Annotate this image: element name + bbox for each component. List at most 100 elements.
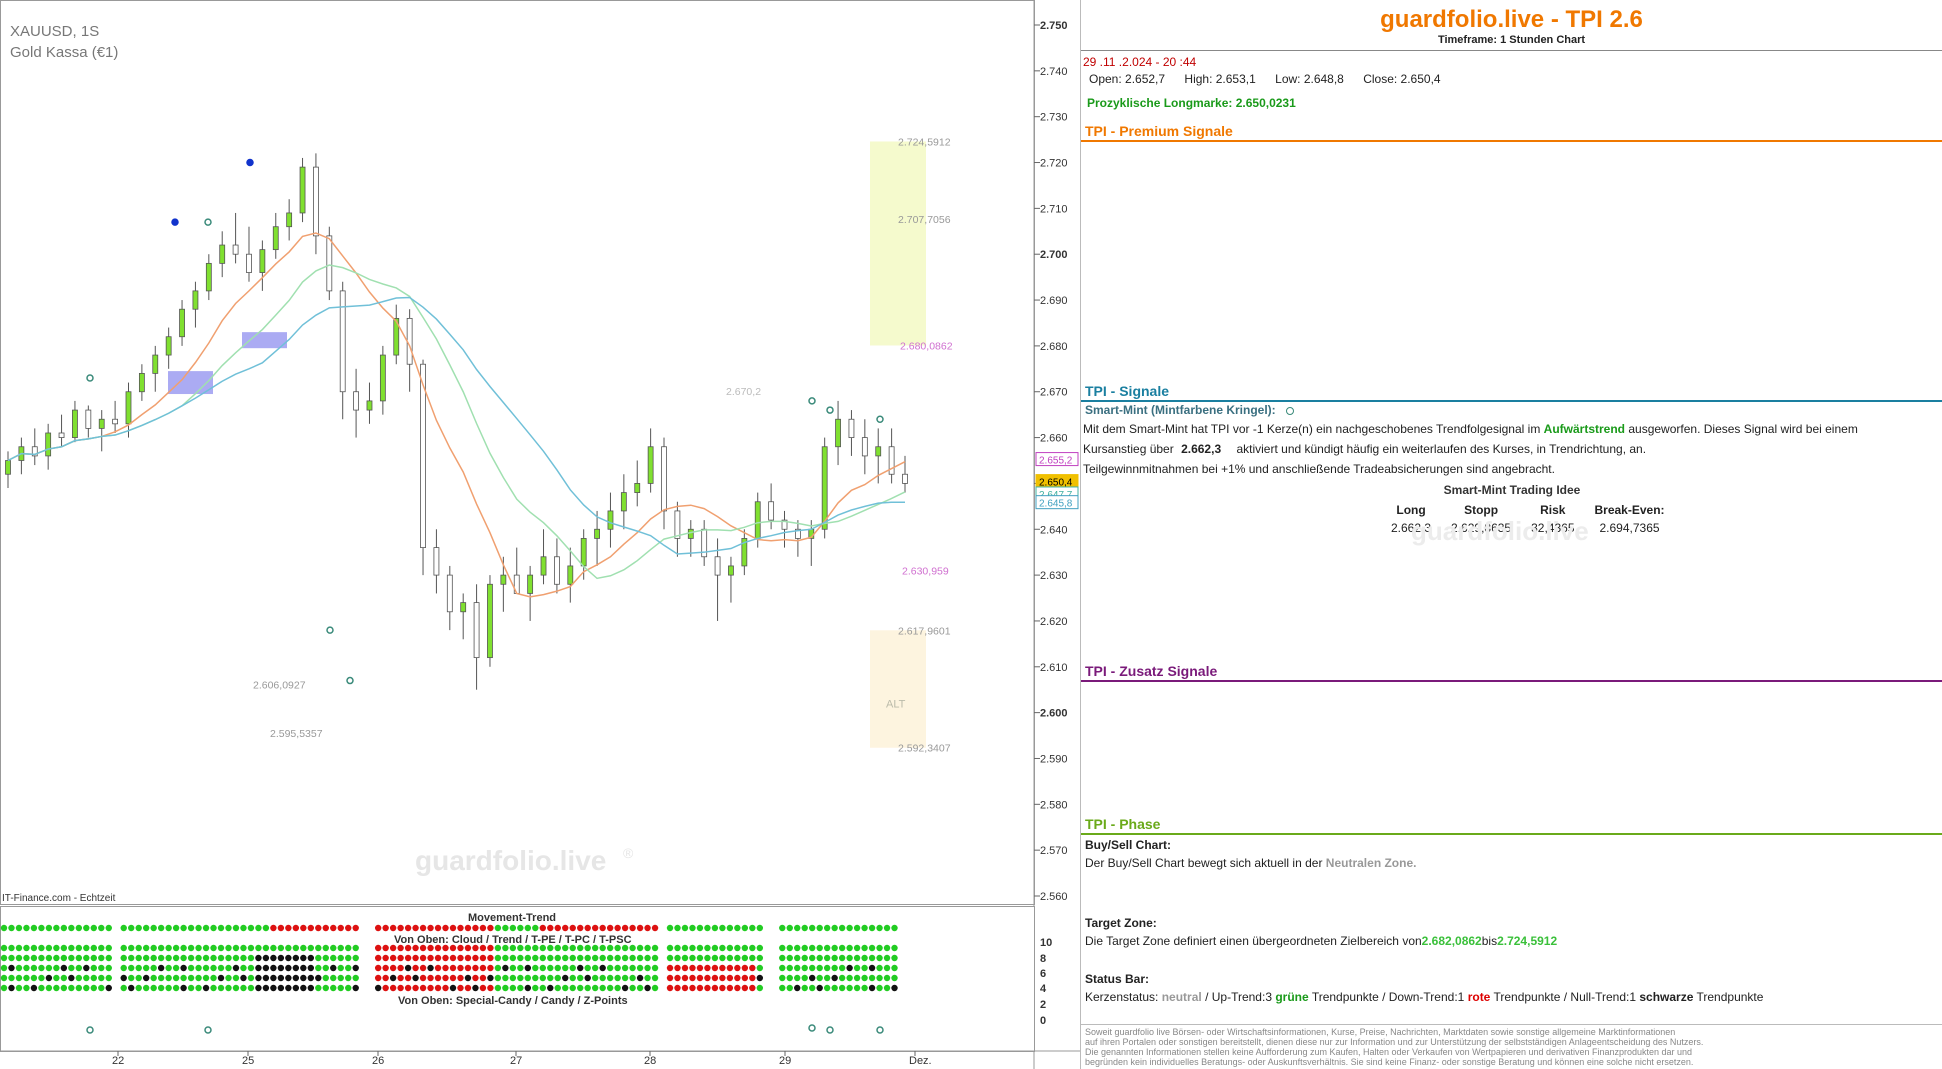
movement-dot bbox=[779, 984, 786, 992]
movement-dot bbox=[741, 924, 749, 932]
movement-dot bbox=[38, 954, 45, 962]
movement-dot bbox=[651, 944, 659, 952]
y-tick-label: 2.720 bbox=[1040, 158, 1068, 170]
movement-dot bbox=[569, 964, 576, 972]
movement-dot bbox=[68, 974, 75, 982]
movement-dot bbox=[883, 984, 891, 992]
movement-dot bbox=[509, 944, 517, 952]
movement-dot bbox=[105, 924, 112, 932]
movement-dot bbox=[696, 924, 704, 932]
candle bbox=[353, 391, 359, 411]
candle bbox=[192, 290, 199, 310]
movement-dot bbox=[389, 974, 397, 982]
movement-dot bbox=[352, 924, 359, 932]
movement-dot bbox=[15, 984, 23, 992]
z-point-marker bbox=[204, 1026, 212, 1034]
movement-dot bbox=[382, 944, 389, 952]
movement-dot bbox=[23, 964, 30, 972]
movement-dot bbox=[8, 944, 15, 952]
movement-dot bbox=[644, 924, 651, 932]
idea-value: 2.629,8635 bbox=[1451, 521, 1512, 535]
movement-dot bbox=[621, 944, 629, 952]
movement-dot bbox=[225, 944, 232, 952]
movement-dot bbox=[247, 964, 255, 972]
movement-dot bbox=[285, 974, 292, 982]
movement-dot bbox=[120, 944, 127, 952]
movement-dot bbox=[285, 944, 292, 952]
movement-dot bbox=[128, 984, 135, 992]
movement-dot bbox=[277, 944, 285, 952]
movement-dot bbox=[547, 974, 554, 982]
candle bbox=[232, 244, 239, 255]
movement-dot bbox=[487, 974, 494, 982]
movement-dot bbox=[53, 944, 60, 952]
movement-dot bbox=[876, 944, 883, 952]
movement-dot bbox=[883, 964, 891, 972]
movement-dot bbox=[142, 984, 150, 992]
movement-dot bbox=[681, 944, 689, 952]
candle bbox=[326, 235, 333, 292]
movement-dot bbox=[142, 954, 150, 962]
movement-dot bbox=[719, 944, 726, 952]
movement-dot bbox=[53, 984, 60, 992]
movement-dot bbox=[509, 954, 517, 962]
panel-watermark: guardfolio.live bbox=[1411, 516, 1589, 546]
movement-dot bbox=[532, 974, 539, 982]
movement-dot bbox=[315, 944, 322, 952]
movement-dot bbox=[883, 974, 891, 982]
movement-dot bbox=[270, 964, 277, 972]
movement-dot bbox=[816, 954, 823, 962]
movement-dot bbox=[202, 974, 210, 982]
y-tick-label: 2.560 bbox=[1040, 891, 1068, 903]
movement-dot bbox=[524, 924, 532, 932]
movement-label-bottom: Von Oben: Special-Candy / Candy / Z-Poin… bbox=[398, 995, 628, 1007]
movement-dot bbox=[315, 984, 322, 992]
movement-dot bbox=[606, 954, 614, 962]
movement-dot bbox=[434, 924, 442, 932]
movement-dot bbox=[240, 954, 247, 962]
price-label: 2.606,0927 bbox=[253, 680, 306, 692]
movement-dot bbox=[644, 954, 651, 962]
movement-dot bbox=[232, 944, 240, 952]
movement-dot bbox=[135, 944, 142, 952]
movement-dot bbox=[509, 964, 517, 972]
movement-dot bbox=[749, 944, 756, 952]
movement-dot bbox=[217, 924, 225, 932]
axis-marker-label: 2.645,8 bbox=[1039, 499, 1073, 510]
movement-dot bbox=[128, 964, 135, 972]
movement-dot bbox=[419, 954, 427, 962]
movement-dot bbox=[696, 984, 704, 992]
movement-dot bbox=[202, 984, 210, 992]
chart-area[interactable]: 2.560 2.570 2.580 2.590 2.600 2.610 2.620 2.630… bbox=[0, 0, 1080, 1069]
movement-dot bbox=[322, 974, 329, 982]
movement-dot bbox=[711, 924, 719, 932]
section-zusatz: TPI - Zusatz Signale bbox=[1081, 662, 1942, 682]
movement-dot bbox=[449, 964, 457, 972]
x-tick-label: 29 bbox=[779, 1055, 791, 1067]
movement-dot bbox=[270, 954, 277, 962]
movement-dot bbox=[90, 974, 98, 982]
movement-dot bbox=[90, 984, 98, 992]
movement-dot bbox=[464, 944, 472, 952]
movement-dot bbox=[532, 924, 539, 932]
movement-dot bbox=[472, 944, 479, 952]
movement-dot bbox=[606, 984, 614, 992]
timeframe-value: 1 Stunden Chart bbox=[1500, 34, 1586, 46]
movement-dot bbox=[539, 944, 546, 952]
movement-dot bbox=[83, 954, 90, 962]
movement-dot bbox=[509, 974, 517, 982]
chart-symbol: XAUUSD, 1S bbox=[10, 23, 99, 40]
movement-dot bbox=[539, 984, 546, 992]
idea-header: Stopp bbox=[1464, 503, 1499, 517]
movement-dot bbox=[457, 964, 464, 972]
movement-dot bbox=[292, 944, 300, 952]
candle bbox=[821, 446, 828, 530]
movement-dot bbox=[868, 984, 876, 992]
movement-dot bbox=[689, 954, 696, 962]
movement-dot bbox=[404, 984, 412, 992]
movement-dot bbox=[524, 944, 532, 952]
movement-dot bbox=[614, 984, 621, 992]
price-chart[interactable]: 2.560 2.570 2.580 2.590 2.600 2.610 2.620 2.630… bbox=[0, 0, 1080, 1069]
movement-dot bbox=[330, 974, 337, 982]
movement-dot bbox=[689, 944, 696, 952]
